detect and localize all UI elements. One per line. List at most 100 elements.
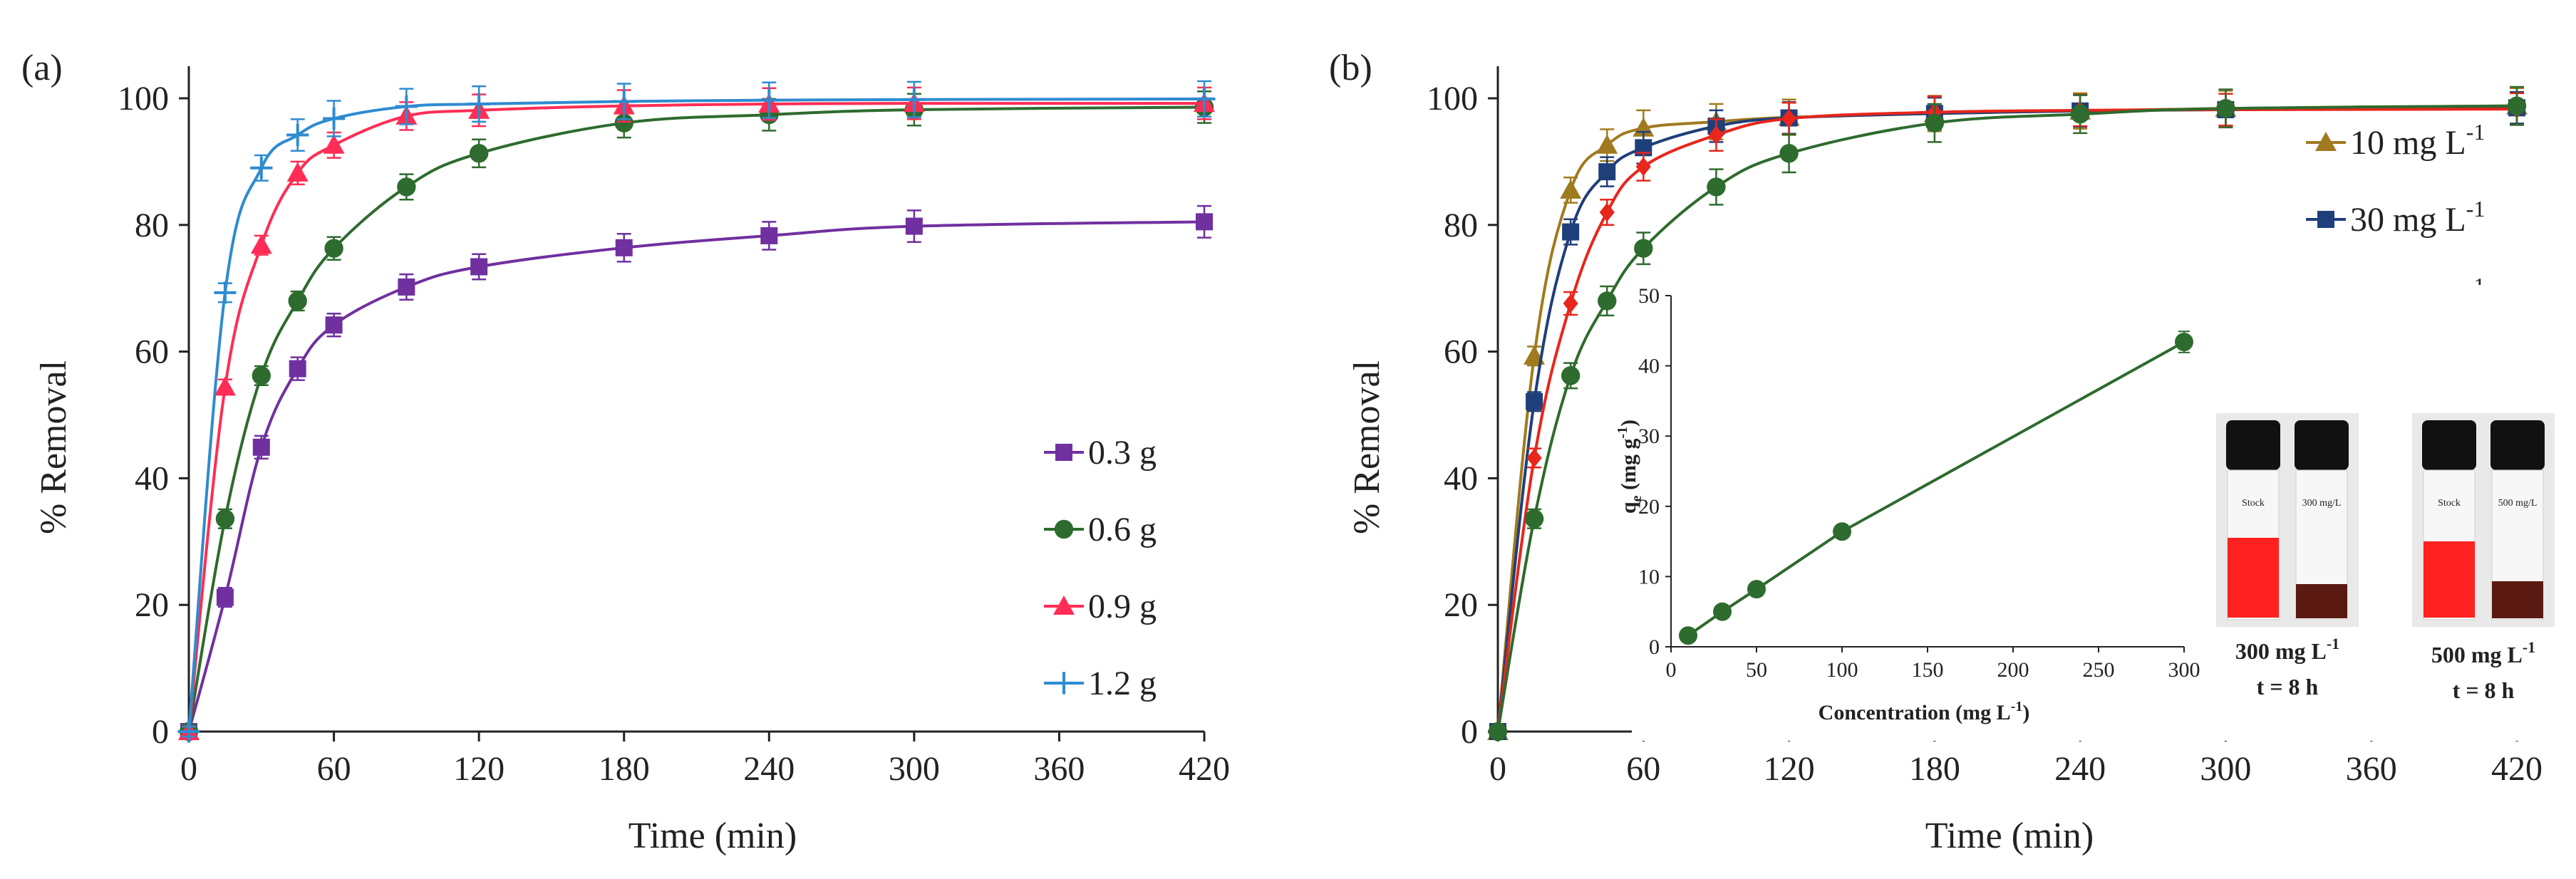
vial-photo-300: Stock 300 mg/L <box>2216 413 2359 627</box>
inset-x-tick-label: 250 <box>2083 658 2115 682</box>
data-point <box>395 95 418 118</box>
data-point <box>614 113 633 132</box>
data-point <box>1634 239 1653 258</box>
legend-label-text: 0.6 g <box>1088 511 1157 548</box>
inset-x-tick-label: 50 <box>1746 658 1767 682</box>
data-point <box>214 376 236 396</box>
legend-label-text: 1.2 g <box>1088 665 1157 702</box>
y-tick-label: 60 <box>135 333 169 371</box>
data-point <box>1925 113 1945 132</box>
legend-marker <box>1054 519 1074 539</box>
legend-label: 1.2 g <box>1088 665 1157 702</box>
x-tick-label: 120 <box>1764 750 1815 788</box>
data-point <box>1562 223 1580 241</box>
vial-cap-icon <box>2226 420 2280 470</box>
data-point <box>324 239 343 258</box>
x-tick-label: 60 <box>317 750 351 788</box>
data-point <box>322 107 346 130</box>
inset-y-tick-label: 10 <box>1638 565 1660 588</box>
y-tick-label: 20 <box>135 586 169 624</box>
legend-label: 30 mg L-1 <box>2350 196 2485 239</box>
data-point <box>1193 88 1216 110</box>
inset-y-tick-label: 20 <box>1638 495 1660 519</box>
stock-solution-icon <box>2424 541 2475 618</box>
data-point <box>1196 213 1213 231</box>
inset-x-tick-label: 150 <box>1912 658 1944 682</box>
x-tick-label: 0 <box>1489 750 1506 788</box>
data-point <box>1708 125 1724 145</box>
data-point <box>397 177 416 197</box>
data-point <box>469 144 489 163</box>
vial-caption-300-time: t = 8 h <box>2257 674 2319 699</box>
inset-data-point <box>2175 333 2193 352</box>
vial-cap-icon <box>2490 420 2545 470</box>
series-line <box>187 220 1205 732</box>
panel-a-axes: 0 60 120 180 240 300 360 420 0 20 40 60 80 100 <box>118 66 1230 788</box>
data-point <box>289 360 306 378</box>
series-line <box>187 102 1204 732</box>
legend-label-text: 0.9 g <box>1088 588 1157 625</box>
data-point <box>1599 202 1615 222</box>
vial-cap-icon <box>2422 420 2476 470</box>
adsorbent-sediment-icon <box>2492 581 2543 618</box>
data-point <box>2070 105 2090 124</box>
stock-solution-icon <box>2228 538 2279 618</box>
x-tick-label: 180 <box>599 750 650 788</box>
series-square-group <box>180 204 1213 740</box>
legend-label: 10 mg L-1 <box>2350 119 2485 162</box>
vial-label: 500 mg/L <box>2498 498 2538 509</box>
x-tick-label: 420 <box>1179 750 1230 788</box>
series-triangle-group <box>178 86 1215 740</box>
data-point <box>1598 163 1616 181</box>
legend-marker <box>2315 132 2337 151</box>
data-point <box>905 217 923 235</box>
x-tick-label: 240 <box>2054 750 2106 788</box>
vial-caption-500-time: t = 8 h <box>2453 677 2515 703</box>
data-point <box>1563 293 1578 313</box>
data-point <box>1524 509 1544 529</box>
data-point <box>2216 99 2235 118</box>
x-tick-label: 0 <box>180 750 197 788</box>
panel-b-series <box>1487 85 2528 742</box>
inset-x-tick-label: 100 <box>1826 658 1858 682</box>
data-point <box>903 88 926 111</box>
inset-data-point <box>1713 602 1732 621</box>
x-tick-label: 420 <box>2491 750 2543 788</box>
data-point <box>613 90 636 113</box>
legend-label: 0.3 g <box>1088 434 1157 472</box>
panel-b-x-axis-title: Time (min) <box>1925 816 2094 856</box>
data-point <box>1596 134 1618 154</box>
data-point <box>2507 96 2527 115</box>
vial-cap-icon <box>2295 420 2349 470</box>
inset-y-tick-label: 30 <box>1638 425 1660 448</box>
data-point <box>325 316 343 334</box>
data-point <box>250 234 272 254</box>
data-point <box>250 157 273 180</box>
panel-a-series <box>177 80 1216 743</box>
series-line <box>187 97 1205 732</box>
data-point <box>286 162 309 182</box>
series-line <box>1496 104 2518 732</box>
x-tick-label: 360 <box>1033 750 1085 788</box>
panel-b-tag: (b) <box>1329 48 1372 88</box>
data-point <box>1707 177 1726 197</box>
legend-label-text: 30 mg L <box>2350 201 2466 239</box>
y-tick-label: 80 <box>1444 207 1478 244</box>
panel-a-tag: (a) <box>21 48 63 88</box>
y-tick-label: 60 <box>1444 333 1478 371</box>
data-point <box>398 278 415 296</box>
inset-y-tick-label: 40 <box>1638 355 1660 378</box>
adsorbent-sediment-icon <box>2296 584 2347 618</box>
data-point <box>252 366 271 385</box>
vial-label: Stock <box>2438 498 2461 509</box>
data-point <box>1781 109 1797 128</box>
inset-x-tick-label: 200 <box>1997 658 2029 682</box>
vial-caption-500-conc: 500 mg L-1 <box>2431 638 2535 667</box>
y-tick-label: 40 <box>135 459 169 497</box>
legend-label: 0.6 g <box>1088 511 1157 548</box>
vial-label: 300 mg/L <box>2302 498 2342 509</box>
data-point <box>1635 157 1651 177</box>
data-point <box>1779 144 1799 163</box>
